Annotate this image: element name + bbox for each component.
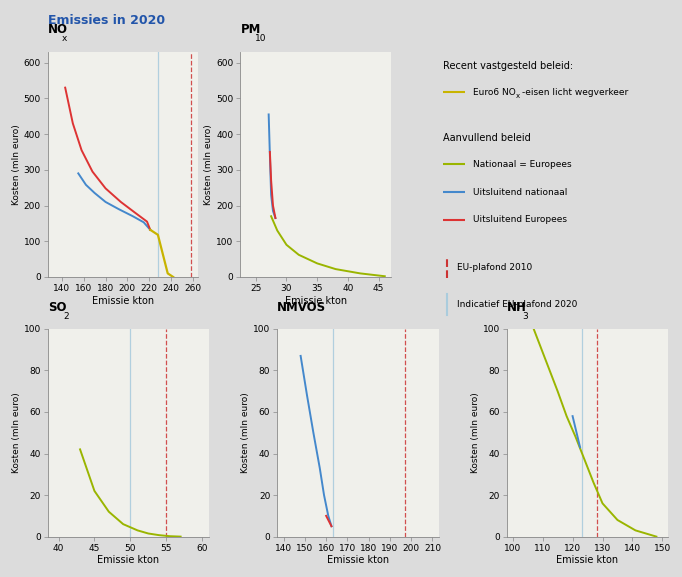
Y-axis label: Kosten (mln euro): Kosten (mln euro): [205, 124, 213, 205]
Text: Nationaal = Europees: Nationaal = Europees: [473, 160, 572, 169]
Y-axis label: Kosten (mln euro): Kosten (mln euro): [471, 392, 479, 473]
X-axis label: Emissie kton: Emissie kton: [92, 295, 154, 306]
Text: 10: 10: [255, 34, 267, 43]
X-axis label: Emissie kton: Emissie kton: [327, 555, 389, 565]
Text: x: x: [62, 34, 68, 43]
Y-axis label: Kosten (mln euro): Kosten (mln euro): [12, 392, 20, 473]
Text: SO: SO: [48, 301, 66, 314]
Y-axis label: Kosten (mln euro): Kosten (mln euro): [12, 124, 20, 205]
Text: EU-plafond 2010: EU-plafond 2010: [457, 263, 532, 272]
Text: 3: 3: [522, 312, 528, 321]
Text: Recent vastgesteld beleid:: Recent vastgesteld beleid:: [443, 61, 574, 70]
X-axis label: Emissie kton: Emissie kton: [98, 555, 160, 565]
Text: Indicatief EU-plafond 2020: Indicatief EU-plafond 2020: [457, 300, 578, 309]
Text: Aanvullend beleid: Aanvullend beleid: [443, 133, 531, 143]
Text: Uitsluitend nationaal: Uitsluitend nationaal: [473, 188, 567, 197]
X-axis label: Emissie kton: Emissie kton: [557, 555, 619, 565]
X-axis label: Emissie kton: Emissie kton: [284, 295, 346, 306]
Text: Uitsluitend Europees: Uitsluitend Europees: [473, 215, 567, 224]
Text: x: x: [516, 93, 520, 99]
Text: NMVOS: NMVOS: [278, 301, 327, 314]
Y-axis label: Kosten (mln euro): Kosten (mln euro): [241, 392, 250, 473]
Text: NO: NO: [48, 23, 68, 36]
Text: Emissies in 2020: Emissies in 2020: [48, 14, 165, 28]
Text: PM: PM: [240, 23, 261, 36]
Text: -eisen licht wegverkeer: -eisen licht wegverkeer: [522, 88, 629, 97]
Text: Euro6 NO: Euro6 NO: [473, 88, 516, 97]
Text: 2: 2: [63, 312, 69, 321]
Text: NH: NH: [507, 301, 527, 314]
